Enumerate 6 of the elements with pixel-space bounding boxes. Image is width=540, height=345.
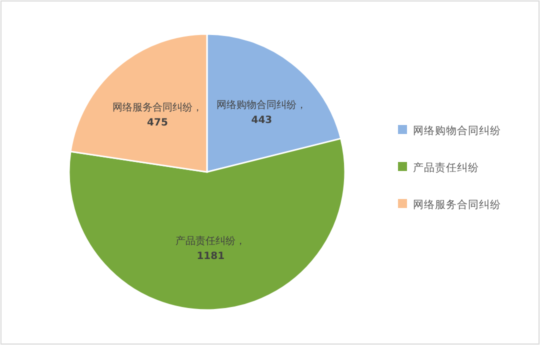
legend-label: 产品责任纠纷 <box>413 161 479 174</box>
data-label: 网络服务合同纠纷，475 <box>112 101 202 128</box>
legend-label: 网络购物合同纠纷 <box>413 124 501 137</box>
legend-label: 网络服务合同纠纷 <box>413 198 501 211</box>
data-label: 产品责任纠纷，1181 <box>176 234 246 262</box>
data-label: 网络购物合同纠纷，443 <box>216 99 307 126</box>
